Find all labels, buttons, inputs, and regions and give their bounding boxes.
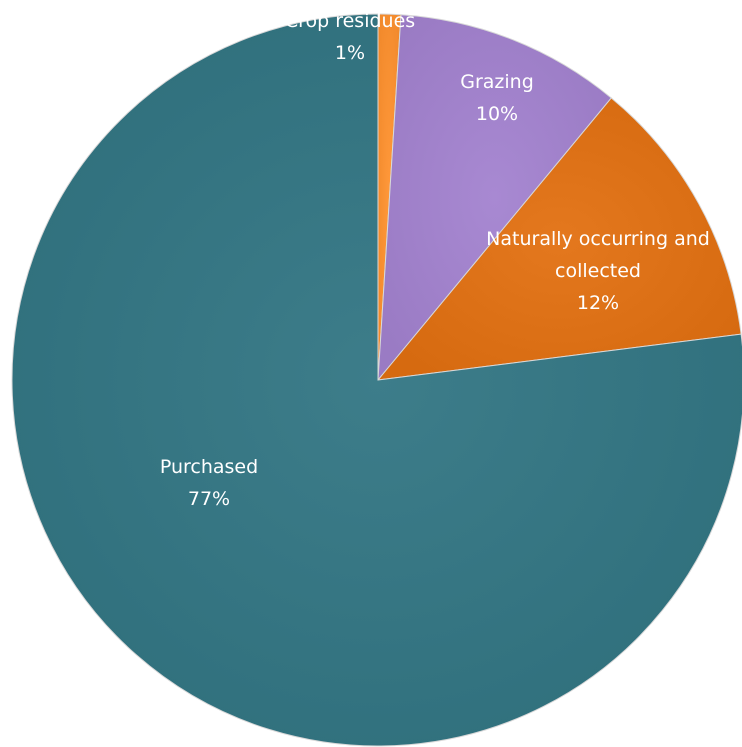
data-label-value: 77% <box>188 488 230 510</box>
data-label-purchased: Purchased 77% <box>160 456 258 510</box>
data-label-value: 12% <box>577 292 619 314</box>
data-label-category: Naturally occurring and <box>486 228 710 250</box>
pie-slice-naturally-occurring-and-collected <box>376 97 742 381</box>
data-label-category: Grazing <box>460 71 534 93</box>
data-label-naturally-occurring-and-collected: Naturally occurring and collected 12% <box>486 228 710 314</box>
data-label-category: collected <box>555 260 641 282</box>
slices-layer <box>11 13 742 747</box>
data-label-grazing: Grazing 10% <box>460 71 534 125</box>
pie-slice-purchased <box>11 13 742 747</box>
data-label-category: Crop residues <box>285 10 415 32</box>
data-label-value: 10% <box>476 103 518 125</box>
labels-layer: Crop residues 1% Grazing 10% Naturally occur… <box>160 10 710 510</box>
data-label-crop-residues: Crop residues 1% <box>285 10 415 64</box>
data-label-value: 1% <box>335 42 365 64</box>
data-label-category: Purchased <box>160 456 258 478</box>
pie-slice-grazing <box>377 14 613 382</box>
